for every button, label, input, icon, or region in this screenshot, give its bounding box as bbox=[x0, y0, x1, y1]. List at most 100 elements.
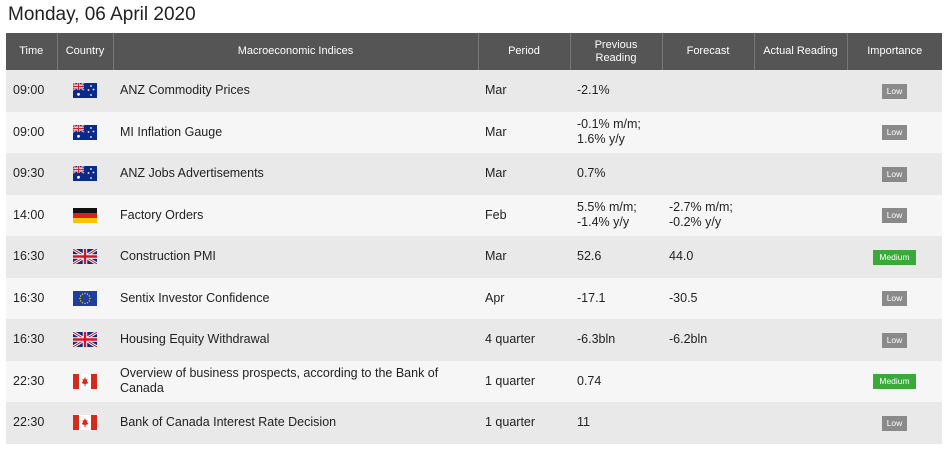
cell-importance: Low bbox=[847, 70, 942, 112]
cell-importance: Low bbox=[847, 277, 942, 319]
cell-forecast: -6.2bln bbox=[662, 319, 754, 361]
cell-forecast: -30.5 bbox=[662, 277, 754, 319]
cell-indicator-name: Housing Equity Withdrawal bbox=[113, 319, 478, 361]
cell-previous: -17.1 bbox=[570, 277, 662, 319]
cell-forecast: 44.0 bbox=[662, 236, 754, 278]
cell-forecast bbox=[662, 70, 754, 112]
table-body: 09:00 ANZ Commodity Prices Mar -2.1% Low 09:… bbox=[6, 70, 942, 444]
importance-badge: Low bbox=[881, 166, 908, 182]
page-title: Monday, 06 April 2020 bbox=[8, 4, 196, 25]
cell-previous: -6.3bln bbox=[570, 319, 662, 361]
cell-forecast bbox=[662, 360, 754, 402]
cell-indicator-name: Factory Orders bbox=[113, 194, 478, 236]
cell-importance: Medium bbox=[847, 360, 942, 402]
cell-time: 22:30 bbox=[6, 360, 57, 402]
canada-flag-icon bbox=[73, 373, 97, 389]
cell-forecast bbox=[662, 402, 754, 444]
cell-previous: 0.74 bbox=[570, 360, 662, 402]
cell-importance: Low bbox=[847, 402, 942, 444]
cell-country bbox=[57, 111, 113, 153]
column-header-period: Period bbox=[478, 33, 571, 70]
australia-flag-icon bbox=[73, 83, 97, 99]
cell-actual bbox=[754, 70, 847, 112]
table-row: 16:30 Housing Equity Withdrawal 4 quarter… bbox=[6, 319, 942, 361]
cell-forecast: -2.7% m/m; -0.2% y/y bbox=[662, 194, 754, 236]
cell-indicator-name: MI Inflation Gauge bbox=[113, 111, 478, 153]
cell-country bbox=[57, 277, 113, 319]
cell-time: 09:00 bbox=[6, 111, 57, 153]
australia-flag-icon bbox=[73, 124, 97, 140]
cell-period: Mar bbox=[478, 153, 570, 195]
importance-badge: Low bbox=[881, 83, 908, 99]
cell-period: Feb bbox=[478, 194, 570, 236]
cell-importance: Low bbox=[847, 153, 942, 195]
cell-country bbox=[57, 236, 113, 278]
uk-flag-icon bbox=[73, 249, 97, 265]
importance-badge: Low bbox=[881, 208, 908, 224]
cell-indicator-name: Bank of Canada Interest Rate Decision bbox=[113, 402, 478, 444]
column-header-previous: Previous Reading bbox=[570, 33, 663, 70]
importance-badge: Low bbox=[881, 332, 908, 348]
cell-indicator-name: Overview of business prospects, accordin… bbox=[113, 360, 478, 402]
cell-actual bbox=[754, 236, 847, 278]
cell-period: 1 quarter bbox=[478, 402, 570, 444]
table-row: 09:00 ANZ Commodity Prices Mar -2.1% Low bbox=[6, 70, 942, 112]
cell-time: 16:30 bbox=[6, 277, 57, 319]
cell-time: 16:30 bbox=[6, 236, 57, 278]
cell-country bbox=[57, 402, 113, 444]
importance-badge: Low bbox=[881, 125, 908, 141]
column-header-importance: Importance bbox=[847, 33, 942, 70]
cell-period: Mar bbox=[478, 111, 570, 153]
cell-importance: Low bbox=[847, 319, 942, 361]
cell-period: 1 quarter bbox=[478, 360, 570, 402]
table-row: 16:30 Construction PMI Mar 52.6 44.0 Medium bbox=[6, 236, 942, 278]
cell-actual bbox=[754, 402, 847, 444]
cell-indicator-name: Construction PMI bbox=[113, 236, 478, 278]
column-header-country: Country bbox=[57, 33, 114, 70]
cell-country bbox=[57, 319, 113, 361]
cell-period: Mar bbox=[478, 70, 570, 112]
cell-previous: 0.7% bbox=[570, 153, 662, 195]
cell-time: 09:00 bbox=[6, 70, 57, 112]
cell-actual bbox=[754, 277, 847, 319]
column-header-previous-label: Previous Reading bbox=[594, 38, 638, 64]
cell-previous: 11 bbox=[570, 402, 662, 444]
table-row: 14:00 Factory Orders Feb 5.5% m/m; -1.4% y/… bbox=[6, 194, 942, 236]
cell-actual bbox=[754, 360, 847, 402]
cell-actual bbox=[754, 194, 847, 236]
cell-actual bbox=[754, 319, 847, 361]
table-row: 22:30 Overview of business prospects, ac… bbox=[6, 360, 942, 402]
cell-previous: 5.5% m/m; -1.4% y/y bbox=[570, 194, 662, 236]
cell-time: 16:30 bbox=[6, 319, 57, 361]
column-header-indices: Macroeconomic Indices bbox=[113, 33, 479, 70]
cell-previous: -0.1% m/m; 1.6% y/y bbox=[570, 111, 662, 153]
cell-indicator-name: Sentix Investor Confidence bbox=[113, 277, 478, 319]
cell-country bbox=[57, 70, 113, 112]
cell-country bbox=[57, 153, 113, 195]
column-header-actual: Actual Reading bbox=[754, 33, 848, 70]
economic-calendar-table: Time Country Macroeconomic Indices Perio… bbox=[6, 33, 942, 444]
cell-previous: -2.1% bbox=[570, 70, 662, 112]
importance-badge: Low bbox=[881, 415, 908, 431]
table-row: 16:30 Sentix Investor Confidence Apr -17.1… bbox=[6, 277, 942, 319]
cell-actual bbox=[754, 111, 847, 153]
cell-importance: Medium bbox=[847, 236, 942, 278]
importance-badge: Low bbox=[881, 291, 908, 307]
cell-period: Apr bbox=[478, 277, 570, 319]
cell-forecast bbox=[662, 111, 754, 153]
australia-flag-icon bbox=[73, 166, 97, 182]
table-header-row: Time Country Macroeconomic Indices Perio… bbox=[6, 33, 942, 70]
cell-time: 22:30 bbox=[6, 402, 57, 444]
cell-importance: Low bbox=[847, 194, 942, 236]
cell-importance: Low bbox=[847, 111, 942, 153]
canada-flag-icon bbox=[73, 415, 97, 431]
cell-previous: 52.6 bbox=[570, 236, 662, 278]
eu-flag-icon bbox=[73, 290, 97, 306]
cell-time: 09:30 bbox=[6, 153, 57, 195]
column-header-forecast: Forecast bbox=[662, 33, 755, 70]
cell-actual bbox=[754, 153, 847, 195]
cell-country bbox=[57, 360, 113, 402]
table-row: 22:30 Bank of Canada Interest Rate Decis… bbox=[6, 402, 942, 444]
table-row: 09:00 MI Inflation Gauge Mar -0.1% m/m; 1.6… bbox=[6, 111, 942, 153]
cell-time: 14:00 bbox=[6, 194, 57, 236]
